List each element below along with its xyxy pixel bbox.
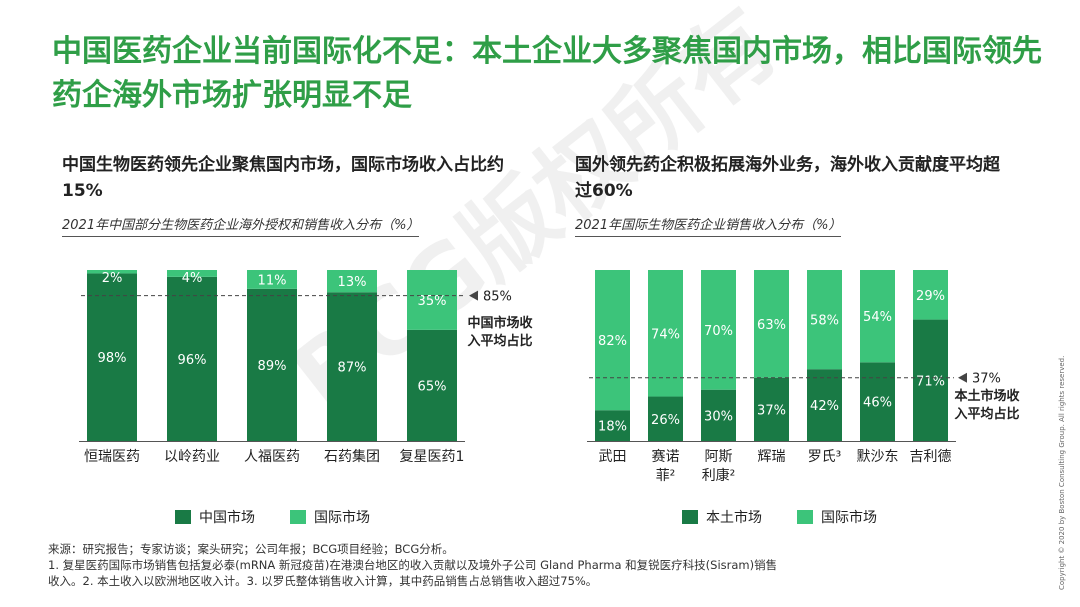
data-label: 46% [863, 396, 892, 411]
category-label: 石药集团 [324, 448, 380, 465]
bar-1-国际市场-2 [701, 270, 736, 390]
bar-0-中国市场-1 [167, 276, 217, 441]
bar-1-本土市场-2 [701, 389, 736, 441]
bar-1-国际市场-6 [913, 270, 948, 320]
legend-label: 中国市场 [199, 509, 255, 526]
bar-0-国际市场-4 [407, 270, 457, 330]
left-subtitle: 中国生物医药领先企业聚焦国内市场，国际市场收入占比约15% [62, 155, 504, 201]
bar-1-本土市场-3 [754, 377, 789, 441]
reference-arrow-1 [958, 372, 967, 383]
bar-1-国际市场-5 [860, 270, 895, 363]
reference-annotation: 入平均占比 [954, 406, 1019, 422]
data-label: 2% [102, 271, 123, 286]
copyright-text: Copyright © 2020 by Boston Consulting Gr… [1058, 355, 1066, 590]
data-label: 54% [863, 310, 892, 325]
footnote-source: 来源：研究报告；专家访谈；案头研究；公司年报；BCG项目经验；BCG分析。 [48, 542, 454, 556]
category-label: 武田 [599, 449, 627, 465]
footnotes: 来源：研究报告；专家访谈；案头研究；公司年报；BCG项目经验；BCG分析。 1.… [48, 541, 1038, 589]
data-label: 11% [258, 273, 287, 288]
legend-swatch-本土市场 [682, 510, 698, 524]
bar-0-中国市场-3 [327, 292, 377, 441]
page-title: 中国医药企业当前国际化不足：本土企业大多聚焦国内市场，相比国际领先药企海外市场扩… [52, 34, 1042, 113]
data-label: 82% [598, 334, 627, 349]
bar-1-本土市场-1 [648, 396, 683, 441]
category-label: 赛诺 [652, 449, 680, 465]
footnote-2: 收入。2. 本土收入以欧洲地区收入计。3. 以罗氏整体销售收入计算，其中药品销售… [48, 574, 598, 588]
bar-1-国际市场-1 [648, 270, 683, 397]
reference-annotation: 中国市场收 [467, 315, 533, 331]
reference-annotation: 入平均占比 [467, 333, 532, 349]
right-subtitle: 国外领先药企积极拓展海外业务，海外收入贡献度平均超过60% [575, 155, 1000, 201]
data-label: 65% [418, 379, 447, 394]
reference-value-label: 37% [972, 372, 1001, 387]
bar-1-本土市场-4 [807, 369, 842, 441]
data-label: 13% [338, 275, 367, 290]
bar-0-国际市场-3 [327, 270, 377, 293]
bar-0-国际市场-2 [247, 270, 297, 289]
data-label: 87% [338, 361, 367, 376]
data-label: 89% [258, 359, 287, 374]
data-label: 58% [810, 314, 839, 329]
bar-1-本土市场-0 [595, 410, 630, 441]
bar-0-中国市场-4 [407, 329, 457, 441]
data-label: 63% [757, 318, 786, 333]
category-label: 以岭药业 [164, 449, 220, 465]
data-label: 70% [704, 324, 733, 339]
data-label: 37% [757, 403, 786, 418]
category-label: 恒瑞医药 [84, 449, 140, 465]
reference-value-label: 85% [483, 290, 512, 305]
legend-swatch-中国市场 [175, 510, 191, 524]
legend-label: 本土市场 [706, 509, 762, 526]
legend-swatch-国际市场 [797, 510, 813, 524]
data-label: 42% [810, 399, 839, 414]
legend-label: 国际市场 [314, 509, 370, 526]
bar-1-本土市场-5 [860, 362, 895, 441]
bar-1-本土市场-6 [913, 319, 948, 441]
bar-1-国际市场-0 [595, 270, 630, 411]
category-label: 默沙东 [857, 449, 899, 465]
legend-label: 国际市场 [821, 509, 877, 526]
category-label: 罗氏³ [808, 449, 842, 465]
data-label: 26% [651, 413, 680, 428]
reference-arrow-0 [469, 290, 478, 301]
legend-swatch-国际市场 [290, 510, 306, 524]
bar-0-国际市场-1 [167, 270, 217, 277]
reference-annotation: 本土市场收 [954, 388, 1020, 404]
right-chart-title: 2021年国际生物医药企业销售收入分布（%） [575, 214, 842, 237]
category-label: 菲² [656, 468, 676, 484]
data-label: 96% [178, 353, 207, 368]
data-label: 4% [182, 271, 203, 286]
data-label: 35% [418, 294, 447, 309]
bar-1-国际市场-3 [754, 270, 789, 378]
data-label: 30% [704, 409, 733, 424]
left-chart-title: 2021年中国部分生物医药企业海外授权和销售收入分布（%） [62, 214, 420, 237]
category-label: 辉瑞 [758, 449, 786, 465]
data-label: 74% [651, 327, 680, 342]
category-label: 阿斯 [705, 449, 733, 465]
data-label: 98% [98, 351, 127, 366]
data-label: 71% [916, 374, 945, 389]
bar-1-国际市场-4 [807, 270, 842, 370]
category-label: 复星医药1 [400, 448, 465, 465]
bar-0-中国市场-2 [247, 288, 297, 441]
category-label: 吉利德 [910, 449, 952, 465]
bar-0-中国市场-0 [87, 273, 137, 441]
data-label: 18% [598, 420, 627, 435]
footnote-1: 1. 复星医药国际市场销售包括复必泰(mRNA 新冠疫苗)在港澳台地区的收入贡献… [48, 558, 778, 572]
bar-0-国际市场-0 [87, 270, 137, 274]
category-label: 人福医药 [244, 449, 300, 465]
data-label: 29% [916, 289, 945, 304]
category-label: 利康² [702, 467, 736, 484]
